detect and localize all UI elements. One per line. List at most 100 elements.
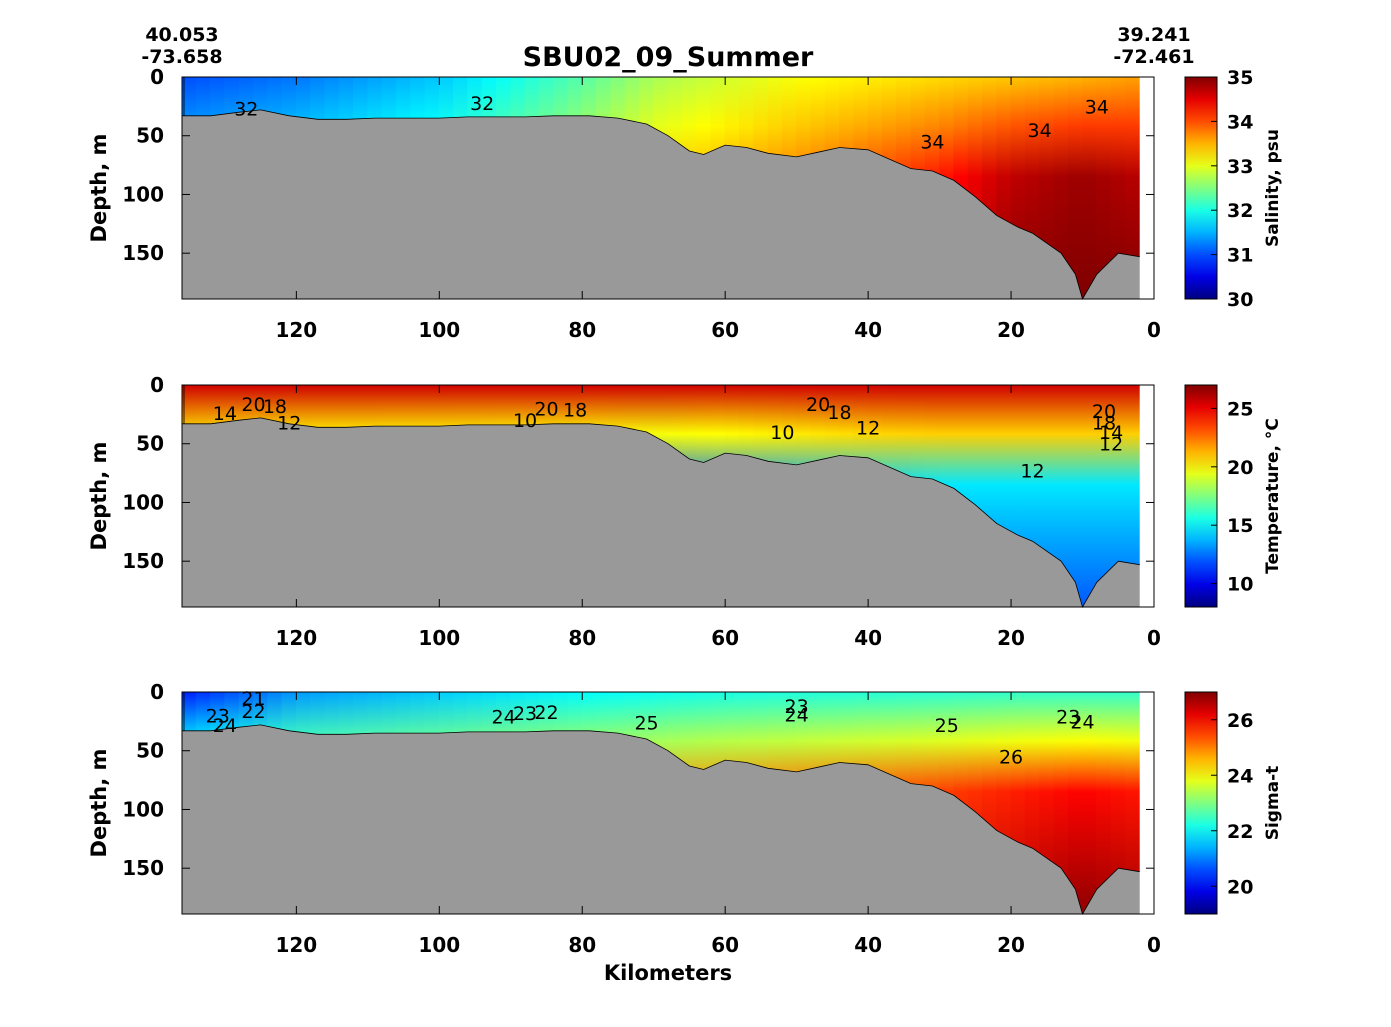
contour-label: 10 <box>513 410 537 432</box>
contour-label: 12 <box>1020 461 1044 483</box>
no-data-strip <box>1139 77 1154 299</box>
contour-label: 22 <box>534 702 558 724</box>
y-tick-label: 50 <box>136 124 164 148</box>
axes-frame <box>181 691 1155 915</box>
contour-label: 20 <box>806 394 830 416</box>
y-axis-label: Depth, m <box>87 442 111 551</box>
right-station-lat: 39.241 <box>1117 24 1190 46</box>
field-strip <box>1053 385 1069 607</box>
x-tick-label: 100 <box>418 933 460 957</box>
x-tick-label: 20 <box>997 626 1025 650</box>
contour-label: 18 <box>827 402 851 424</box>
contour-label: 24 <box>1070 711 1094 733</box>
contour-label: 23 <box>513 703 537 725</box>
field-strip <box>1096 385 1112 607</box>
bathymetry <box>182 109 1154 300</box>
field-strip <box>1096 77 1112 299</box>
colorbar-scale <box>1184 691 1218 915</box>
left-station-lat: 40.053 <box>145 24 218 46</box>
field-strip <box>1067 692 1084 914</box>
contour-label: 24 <box>785 704 809 726</box>
contour-label: 22 <box>241 701 265 723</box>
colorbar-tick-label: 24 <box>1227 765 1253 787</box>
y-tick-label: 100 <box>122 182 164 206</box>
contour-label: 12 <box>277 413 301 435</box>
field-strip <box>1082 385 1098 607</box>
contour-label: 25 <box>634 713 658 735</box>
colorbar-label: Salinity, psu <box>1263 129 1283 247</box>
axes-frame <box>181 384 1155 608</box>
x-tick-label: 40 <box>854 933 882 957</box>
field-strip <box>1082 692 1098 914</box>
contour-label: 21 <box>241 688 265 710</box>
salinity-section: 32 32 34 34 34 120 100 80 60 40 20 0 0 50 100 150 Depth,… <box>87 65 1283 342</box>
contour-label: 14 <box>1099 422 1123 444</box>
y-axis-label: Depth, m <box>87 134 111 243</box>
colorbar-tick-label: 15 <box>1227 515 1253 537</box>
contour-label: 20 <box>534 398 558 420</box>
contour-label: 34 <box>920 132 944 154</box>
colorbar-tick-label: 32 <box>1227 200 1253 222</box>
bathymetry <box>182 724 1154 914</box>
contour-label: 34 <box>1028 120 1052 142</box>
field-strip <box>1096 692 1112 914</box>
x-tick-label: 120 <box>275 626 317 650</box>
colorbar-tick-label: 22 <box>1227 821 1253 843</box>
y-tick-label: 100 <box>122 490 164 514</box>
field-strip <box>1110 77 1127 299</box>
contour-label: 20 <box>1092 401 1116 423</box>
y-tick-label: 150 <box>122 241 164 265</box>
field-strip <box>1110 692 1127 914</box>
contour-label: 32 <box>470 93 494 115</box>
contour-label: 25 <box>935 715 959 737</box>
x-tick-label: 20 <box>997 933 1025 957</box>
colorbar-tick-label: 30 <box>1227 289 1253 311</box>
colorbar-tick-label: 20 <box>1227 876 1253 898</box>
contour-label: 14 <box>213 403 237 425</box>
contour-label: 23 <box>785 696 809 718</box>
colorbar: 30 31 32 33 34 35 Salinity, psu <box>1184 67 1283 311</box>
contour-label: 10 <box>770 422 794 444</box>
field-strip <box>1067 77 1084 299</box>
x-tick-label: 80 <box>568 626 596 650</box>
contour-label: 24 <box>213 715 237 737</box>
x-tick-label: 60 <box>711 626 739 650</box>
x-tick-label: 0 <box>1147 933 1161 957</box>
contour-label: 34 <box>1085 96 1109 118</box>
y-tick-label: 0 <box>150 373 164 397</box>
colorbar-tick-label: 25 <box>1227 398 1253 420</box>
colorbar-tick-label: 33 <box>1227 156 1253 178</box>
x-tick-label: 0 <box>1147 626 1161 650</box>
y-axis-label: Depth, m <box>87 749 111 858</box>
no-data-strip <box>1139 385 1154 607</box>
y-tick-label: 50 <box>136 739 164 763</box>
x-tick-label: 60 <box>711 318 739 342</box>
left-station-lon: -73.658 <box>141 46 222 68</box>
field-strip <box>1124 692 1141 914</box>
field-strip <box>1124 77 1141 299</box>
x-tick-label: 80 <box>568 933 596 957</box>
x-tick-label: 40 <box>854 318 882 342</box>
colorbar-scale <box>1184 76 1218 300</box>
contour-label: 18 <box>263 396 287 418</box>
x-tick-label: 100 <box>418 318 460 342</box>
field-strip <box>1110 385 1127 607</box>
x-tick-label: 100 <box>418 626 460 650</box>
x-tick-label: 120 <box>275 318 317 342</box>
x-tick-label: 60 <box>711 933 739 957</box>
field-strip <box>1067 385 1084 607</box>
field-strip <box>1124 385 1141 607</box>
y-tick-label: 150 <box>122 549 164 573</box>
bathymetry <box>182 417 1154 607</box>
figure-title: SBU02_09_Summer <box>523 42 814 73</box>
axes-frame <box>181 76 1155 300</box>
contour-label: 32 <box>234 99 258 121</box>
contour-label: 12 <box>856 417 880 439</box>
field-strip <box>1053 692 1069 914</box>
field-strip <box>1053 77 1069 299</box>
contour-label: 23 <box>206 705 230 727</box>
contour-label: 24 <box>492 707 516 729</box>
